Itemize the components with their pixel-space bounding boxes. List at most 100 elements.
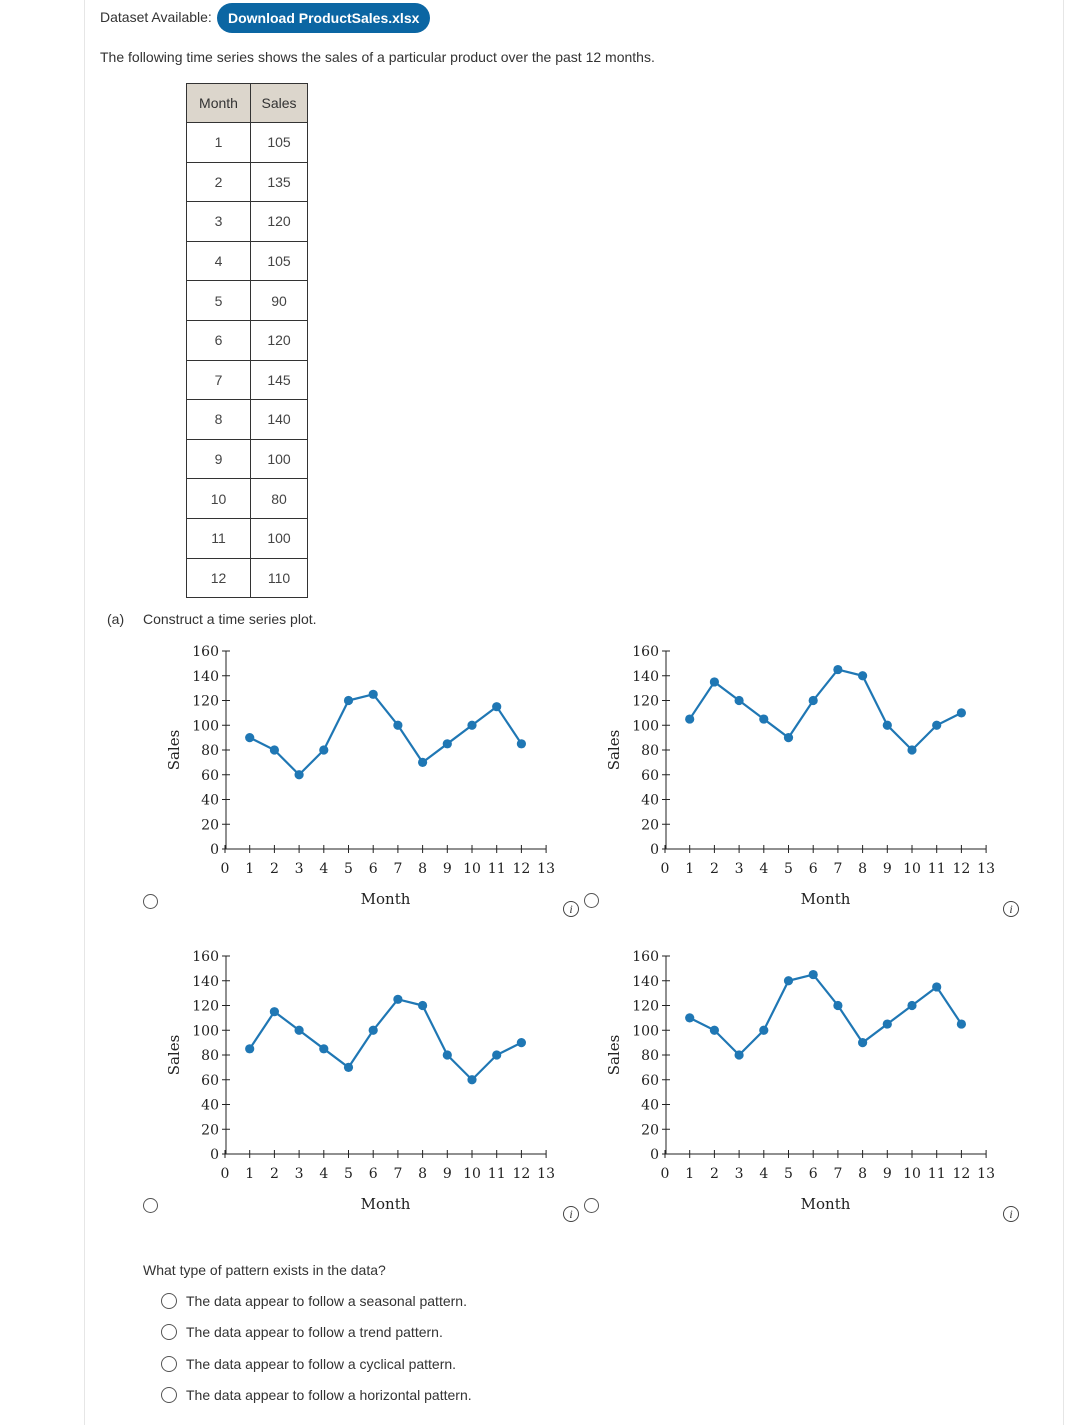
x-tick-label: 6 — [809, 861, 818, 877]
x-tick-label: 0 — [221, 1166, 230, 1182]
info-icon[interactable]: i — [1003, 901, 1019, 917]
data-point — [393, 994, 403, 1004]
y-tick-label: 80 — [641, 743, 659, 759]
y-tick-label: 20 — [641, 1122, 659, 1138]
data-point — [368, 689, 378, 699]
x-tick-label: 3 — [735, 1166, 744, 1182]
chart-option-1-radio[interactable] — [143, 894, 158, 909]
x-tick-label: 13 — [977, 1166, 995, 1182]
y-tick-label: 80 — [201, 1048, 219, 1064]
x-tick-label: 10 — [903, 1166, 921, 1182]
series-line — [249, 693, 523, 777]
download-dataset-button[interactable]: Download ProductSales.xlsx — [217, 3, 431, 33]
chart-option-2-radio[interactable] — [584, 893, 599, 908]
data-point — [393, 720, 403, 730]
x-tick-label: 2 — [270, 861, 279, 877]
data-point — [956, 1019, 966, 1029]
y-tick-label: 100 — [192, 718, 219, 734]
data-point — [932, 982, 942, 992]
y-tick-label: 60 — [201, 768, 219, 784]
y-tick-label: 120 — [632, 694, 659, 710]
info-icon[interactable]: i — [563, 1206, 579, 1222]
info-icon[interactable]: i — [1003, 1206, 1019, 1222]
month-cell: 5 — [186, 280, 251, 321]
sales-cell: 90 — [250, 280, 308, 321]
month-cell: 6 — [186, 319, 251, 361]
data-point — [685, 714, 695, 724]
data-point — [709, 677, 719, 687]
chart-option-3-radio[interactable] — [143, 1198, 158, 1213]
y-tick-label: 100 — [192, 1023, 219, 1039]
x-tick-label: 12 — [952, 1166, 970, 1182]
sales-cell: 105 — [250, 122, 308, 163]
y-tick-label: 20 — [201, 1122, 219, 1138]
chart-option-4-radio[interactable] — [584, 1198, 599, 1213]
pattern-option-seasonal[interactable]: The data appear to follow a seasonal pat… — [161, 1291, 467, 1311]
x-tick-label: 7 — [393, 861, 402, 877]
x-tick-label: 11 — [488, 861, 506, 877]
y-tick-label: 40 — [641, 793, 659, 809]
x-tick-label: 11 — [928, 861, 946, 877]
y-tick-label: 160 — [632, 949, 659, 965]
data-point — [783, 733, 794, 743]
pattern-option-cyclical[interactable]: The data appear to follow a cyclical pat… — [161, 1354, 456, 1374]
x-tick-label: 1 — [685, 861, 694, 877]
data-point — [368, 1025, 378, 1035]
data-point — [516, 739, 526, 749]
y-axis-title: Sales — [165, 1035, 183, 1076]
pattern-option-trend[interactable]: The data appear to follow a trend patter… — [161, 1322, 443, 1342]
radio-button[interactable] — [161, 1293, 177, 1309]
data-point — [858, 1038, 868, 1048]
y-tick-label: 140 — [192, 669, 219, 685]
x-tick-label: 10 — [903, 861, 921, 877]
data-point — [294, 1025, 304, 1035]
pattern-option-horizontal[interactable]: The data appear to follow a horizontal p… — [161, 1385, 472, 1405]
table-row: 12 110 — [186, 557, 308, 599]
table-row: 11 100 — [186, 517, 308, 559]
sales-cell: 80 — [250, 478, 308, 519]
x-tick-label: 1 — [245, 861, 254, 877]
x-tick-label: 8 — [418, 1166, 427, 1182]
sales-cell: 110 — [250, 557, 308, 599]
x-tick-label: 8 — [858, 861, 867, 877]
radio-button[interactable] — [161, 1387, 177, 1403]
table-row: 5 90 — [186, 280, 308, 321]
y-tick-label: 120 — [192, 999, 219, 1015]
y-tick-label: 0 — [650, 842, 659, 858]
x-tick-label: 13 — [977, 861, 995, 877]
month-cell: 1 — [186, 122, 251, 163]
data-point — [418, 1000, 428, 1011]
y-tick-label: 100 — [632, 1023, 659, 1039]
table-row: 3 120 — [186, 201, 308, 242]
sales-cell: 100 — [250, 517, 308, 559]
option-label: The data appear to follow a trend patter… — [186, 1324, 443, 1340]
series-line — [689, 973, 963, 1057]
month-cell: 3 — [186, 201, 251, 242]
month-cell: 10 — [186, 478, 251, 519]
x-tick-label: 0 — [661, 1166, 670, 1182]
sales-cell: 145 — [250, 359, 308, 401]
intro-text: The following time series shows the sale… — [100, 49, 655, 65]
x-tick-label: 2 — [270, 1166, 279, 1182]
radio-button[interactable] — [161, 1356, 177, 1372]
x-tick-label: 6 — [809, 1166, 818, 1182]
info-icon[interactable]: i — [563, 901, 579, 917]
y-tick-label: 0 — [210, 842, 219, 858]
data-point — [685, 1013, 695, 1023]
month-cell: 4 — [186, 240, 251, 282]
table-row: 10 80 — [186, 478, 308, 519]
data-point — [759, 714, 769, 724]
x-tick-label: 12 — [952, 861, 970, 877]
column-header-sales: Sales — [250, 83, 308, 123]
y-tick-label: 80 — [201, 743, 219, 759]
radio-button[interactable] — [161, 1324, 177, 1340]
sales-cell: 140 — [250, 399, 308, 440]
x-tick-label: 5 — [344, 1166, 353, 1182]
x-tick-label: 12 — [512, 1166, 530, 1182]
x-tick-label: 6 — [369, 861, 378, 877]
x-tick-label: 9 — [443, 861, 452, 877]
x-tick-label: 5 — [344, 861, 353, 877]
x-tick-label: 7 — [833, 861, 842, 877]
